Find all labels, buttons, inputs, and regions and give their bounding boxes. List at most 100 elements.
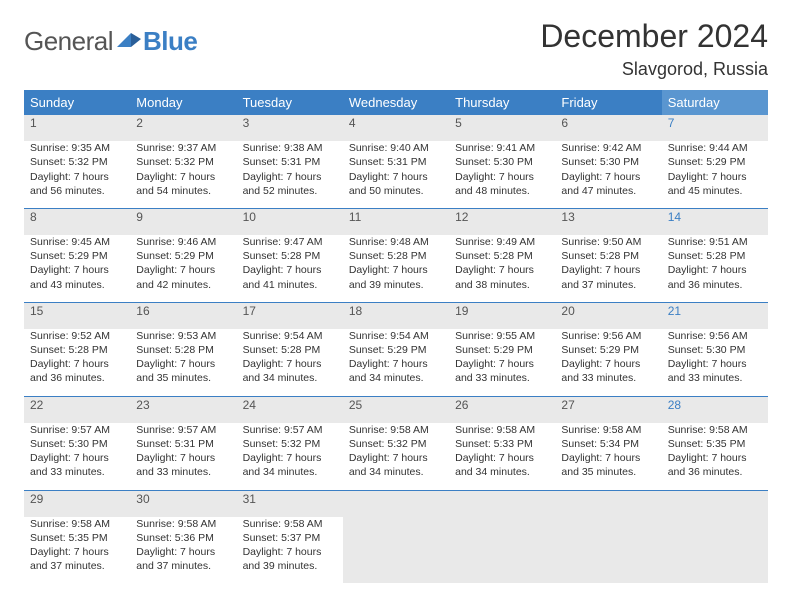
day-d1: Daylight: 7 hours (30, 170, 124, 184)
day-detail-cell: Sunrise: 9:58 AMSunset: 5:34 PMDaylight:… (555, 423, 661, 490)
day-number-cell: 29 (24, 490, 130, 517)
day-sr: Sunrise: 9:48 AM (349, 235, 443, 249)
day-d1: Daylight: 7 hours (349, 170, 443, 184)
day-number-cell: 3 (237, 115, 343, 141)
day-sr: Sunrise: 9:58 AM (243, 517, 337, 531)
day-sr: Sunrise: 9:58 AM (561, 423, 655, 437)
day-ss: Sunset: 5:29 PM (455, 343, 549, 357)
day-number: 26 (455, 398, 468, 412)
day-d1: Daylight: 7 hours (349, 451, 443, 465)
day-d1: Daylight: 7 hours (561, 357, 655, 371)
day-sr: Sunrise: 9:52 AM (30, 329, 124, 343)
day-d2: and 34 minutes. (349, 465, 443, 479)
day-d2: and 34 minutes. (243, 371, 337, 385)
day-number-cell: 12 (449, 208, 555, 235)
day-number-cell: 31 (237, 490, 343, 517)
day-ss: Sunset: 5:30 PM (561, 155, 655, 169)
day-sr: Sunrise: 9:53 AM (136, 329, 230, 343)
day-number: 18 (349, 304, 362, 318)
day-number-row: 22232425262728 (24, 396, 768, 423)
day-detail-cell: Sunrise: 9:48 AMSunset: 5:28 PMDaylight:… (343, 235, 449, 302)
day-sr: Sunrise: 9:38 AM (243, 141, 337, 155)
day-sr: Sunrise: 9:58 AM (136, 517, 230, 531)
day-number-cell: 13 (555, 208, 661, 235)
day-d2: and 35 minutes. (561, 465, 655, 479)
day-detail-cell: Sunrise: 9:58 AMSunset: 5:37 PMDaylight:… (237, 517, 343, 584)
logo-text-1: General (24, 26, 113, 57)
day-sr: Sunrise: 9:57 AM (136, 423, 230, 437)
day-d1: Daylight: 7 hours (561, 263, 655, 277)
day-detail-cell: Sunrise: 9:52 AMSunset: 5:28 PMDaylight:… (24, 329, 130, 396)
day-detail-cell: Sunrise: 9:54 AMSunset: 5:29 PMDaylight:… (343, 329, 449, 396)
day-detail-cell: Sunrise: 9:56 AMSunset: 5:30 PMDaylight:… (662, 329, 768, 396)
day-detail-cell: Sunrise: 9:58 AMSunset: 5:32 PMDaylight:… (343, 423, 449, 490)
weekday-header: Sunday (24, 90, 130, 115)
day-sr: Sunrise: 9:54 AM (349, 329, 443, 343)
day-sr: Sunrise: 9:58 AM (349, 423, 443, 437)
day-d2: and 33 minutes. (668, 371, 762, 385)
day-number: 2 (136, 116, 143, 130)
day-data-row: Sunrise: 9:52 AMSunset: 5:28 PMDaylight:… (24, 329, 768, 396)
day-number-cell: 23 (130, 396, 236, 423)
day-number-row: 293031 (24, 490, 768, 517)
day-detail-cell: Sunrise: 9:46 AMSunset: 5:29 PMDaylight:… (130, 235, 236, 302)
day-number: 6 (561, 116, 568, 130)
day-d1: Daylight: 7 hours (243, 170, 337, 184)
day-number-cell: 17 (237, 302, 343, 329)
day-detail-cell: Sunrise: 9:58 AMSunset: 5:33 PMDaylight:… (449, 423, 555, 490)
day-number-cell: 7 (662, 115, 768, 141)
day-data-row: Sunrise: 9:57 AMSunset: 5:30 PMDaylight:… (24, 423, 768, 490)
day-d1: Daylight: 7 hours (455, 170, 549, 184)
day-d2: and 33 minutes. (30, 465, 124, 479)
day-number-cell: 20 (555, 302, 661, 329)
day-detail-cell: Sunrise: 9:50 AMSunset: 5:28 PMDaylight:… (555, 235, 661, 302)
day-ss: Sunset: 5:31 PM (136, 437, 230, 451)
day-detail-cell: Sunrise: 9:41 AMSunset: 5:30 PMDaylight:… (449, 141, 555, 208)
day-d2: and 36 minutes. (668, 465, 762, 479)
day-ss: Sunset: 5:31 PM (243, 155, 337, 169)
day-ss: Sunset: 5:28 PM (561, 249, 655, 263)
day-number: 8 (30, 210, 37, 224)
day-d1: Daylight: 7 hours (30, 357, 124, 371)
day-detail-cell: Sunrise: 9:53 AMSunset: 5:28 PMDaylight:… (130, 329, 236, 396)
day-sr: Sunrise: 9:55 AM (455, 329, 549, 343)
day-number: 11 (349, 210, 361, 224)
day-number: 23 (136, 398, 149, 412)
day-sr: Sunrise: 9:47 AM (243, 235, 337, 249)
day-number-cell: 25 (343, 396, 449, 423)
day-number-row: 15161718192021 (24, 302, 768, 329)
day-d2: and 48 minutes. (455, 184, 549, 198)
day-d1: Daylight: 7 hours (455, 263, 549, 277)
day-d2: and 42 minutes. (136, 278, 230, 292)
day-detail-cell: Sunrise: 9:42 AMSunset: 5:30 PMDaylight:… (555, 141, 661, 208)
logo: General Blue (24, 18, 197, 57)
day-ss: Sunset: 5:29 PM (561, 343, 655, 357)
day-d2: and 36 minutes. (30, 371, 124, 385)
day-number: 17 (243, 304, 256, 318)
day-number-cell: 27 (555, 396, 661, 423)
day-detail-cell: Sunrise: 9:44 AMSunset: 5:29 PMDaylight:… (662, 141, 768, 208)
calendar-page: General Blue December 2024 Slavgorod, Ru… (0, 0, 792, 612)
day-number: 19 (455, 304, 468, 318)
day-d1: Daylight: 7 hours (668, 263, 762, 277)
day-sr: Sunrise: 9:42 AM (561, 141, 655, 155)
day-number-cell: 26 (449, 396, 555, 423)
day-d2: and 52 minutes. (243, 184, 337, 198)
day-sr: Sunrise: 9:58 AM (668, 423, 762, 437)
day-ss: Sunset: 5:32 PM (136, 155, 230, 169)
day-data-row: Sunrise: 9:58 AMSunset: 5:35 PMDaylight:… (24, 517, 768, 584)
day-ss: Sunset: 5:32 PM (349, 437, 443, 451)
day-number-cell: 8 (24, 208, 130, 235)
day-number-row: 1234567 (24, 115, 768, 141)
day-sr: Sunrise: 9:57 AM (30, 423, 124, 437)
day-detail-cell: Sunrise: 9:37 AMSunset: 5:32 PMDaylight:… (130, 141, 236, 208)
day-detail-cell: Sunrise: 9:58 AMSunset: 5:35 PMDaylight:… (24, 517, 130, 584)
day-d1: Daylight: 7 hours (136, 545, 230, 559)
day-sr: Sunrise: 9:40 AM (349, 141, 443, 155)
day-d2: and 33 minutes. (561, 371, 655, 385)
day-d1: Daylight: 7 hours (668, 451, 762, 465)
day-number: 10 (243, 210, 256, 224)
weekday-header: Thursday (449, 90, 555, 115)
day-number-cell: 28 (662, 396, 768, 423)
day-detail-cell (662, 517, 768, 584)
